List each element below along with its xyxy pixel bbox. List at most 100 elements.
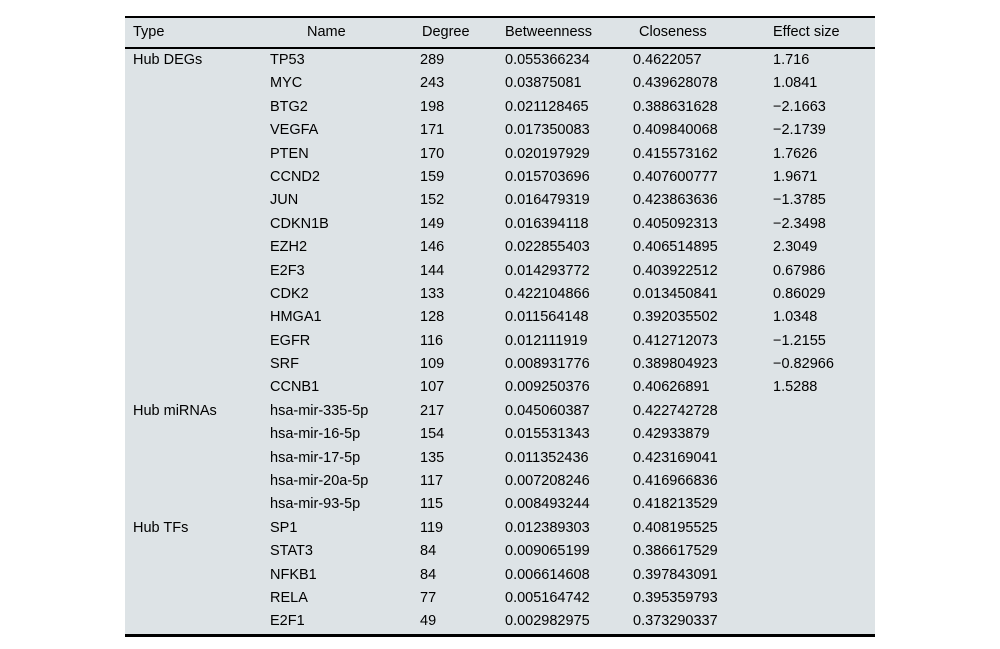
cell-name: hsa-mir-335-5p: [270, 402, 369, 419]
cell-effect-size: [773, 587, 875, 610]
cell-effect-size: 1.7626: [773, 145, 818, 162]
table-row: RELA 77 0.005164742 0.395359793: [125, 587, 875, 610]
table-row: HMGA1 128 0.011564148 0.392035502 1.0348: [125, 306, 875, 329]
table-header: Type Name Degree Betweenness Closeness E…: [125, 17, 875, 48]
cell-effect-size: −2.1739: [773, 122, 826, 139]
cell-name: SRF: [270, 356, 299, 373]
cell-closeness: 0.439628078: [633, 75, 718, 92]
cell-betweenness: 0.020197929: [505, 145, 590, 162]
cell-effect-size: [773, 470, 875, 493]
cell-name: STAT3: [270, 543, 313, 560]
cell-effect-size: 0.67986: [773, 262, 826, 279]
cell-effect-size: 1.0348: [773, 309, 818, 326]
cell-name: NFKB1: [270, 566, 317, 583]
cell-name: hsa-mir-16-5p: [270, 426, 361, 443]
column-header-degree: Degree: [422, 24, 470, 40]
cell-closeness: 0.397843091: [633, 566, 718, 583]
cell-degree: 149: [420, 215, 445, 232]
cell-effect-size: 2.3049: [773, 239, 818, 256]
table-row: STAT3 84 0.009065199 0.386617529: [125, 540, 875, 563]
cell-closeness: 0.013450841: [633, 285, 718, 302]
cell-betweenness: 0.016394118: [505, 215, 589, 232]
row-group-label: Hub miRNAs: [133, 402, 217, 419]
cell-betweenness: 0.002982975: [505, 613, 590, 630]
cell-closeness: 0.40626891: [633, 379, 710, 396]
cell-degree: 152: [420, 192, 445, 209]
cell-effect-size: −1.2155: [773, 332, 826, 349]
cell-name: EZH2: [270, 239, 308, 256]
table-row: EZH2 146 0.022855403 0.406514895 2.3049: [125, 236, 875, 259]
table-row: EGFR 116 0.012111919 0.412712073 −1.2155: [125, 330, 875, 353]
cell-closeness: 0.403922512: [633, 262, 718, 279]
cell-name: RELA: [270, 589, 308, 606]
cell-degree: 171: [420, 122, 445, 139]
cell-betweenness: 0.007208246: [505, 473, 590, 490]
cell-closeness: 0.408195525: [633, 519, 718, 536]
cell-effect-size: [773, 610, 875, 635]
cell-degree: 198: [420, 98, 445, 115]
cell-name: EGFR: [270, 332, 311, 349]
table-row: CDK2 133 0.422104866 0.013450841 0.86029: [125, 283, 875, 306]
cell-effect-size: 1.5288: [773, 379, 818, 396]
table-row: MYC 243 0.03875081 0.439628078 1.0841: [125, 72, 875, 95]
table-body: Hub DEGs TP53 289 0.055366234 0.4622057 1.716…: [125, 48, 875, 635]
cell-degree: 77: [420, 589, 437, 606]
cell-closeness: 0.423169041: [633, 449, 718, 466]
cell-degree: 154: [420, 426, 445, 443]
table-row: E2F3 144 0.014293772 0.403922512 0.67986: [125, 260, 875, 283]
cell-closeness: 0.4622057: [633, 52, 702, 68]
table-row: PTEN 170 0.020197929 0.415573162 1.7626: [125, 143, 875, 166]
cell-name: E2F1: [270, 613, 305, 630]
cell-effect-size: −1.3785: [773, 192, 826, 209]
cell-degree: 146: [420, 239, 445, 256]
cell-betweenness: 0.055366234: [505, 52, 590, 68]
cell-name: E2F3: [270, 262, 305, 279]
hub-nodes-table: Type Name Degree Betweenness Closeness E…: [125, 16, 875, 637]
cell-closeness: 0.418213529: [633, 496, 718, 513]
cell-effect-size: [773, 540, 875, 563]
cell-betweenness: 0.009065199: [505, 543, 590, 560]
table-row: Hub DEGs TP53 289 0.055366234 0.4622057 1.716: [125, 48, 875, 72]
cell-closeness: 0.412712073: [633, 332, 718, 349]
cell-degree: 109: [420, 356, 445, 373]
table-row: E2F1 49 0.002982975 0.373290337: [125, 610, 875, 635]
cell-betweenness: 0.011352436: [505, 449, 589, 466]
cell-effect-size: 0.86029: [773, 285, 826, 302]
cell-effect-size: [773, 493, 875, 516]
cell-name: CCND2: [270, 168, 320, 185]
cell-betweenness: 0.03875081: [505, 75, 582, 92]
cell-closeness: 0.415573162: [633, 145, 718, 162]
table-row: BTG2 198 0.021128465 0.388631628 −2.1663: [125, 96, 875, 119]
cell-degree: 133: [420, 285, 445, 302]
cell-degree: 117: [420, 473, 444, 490]
table-row: CCNB1 107 0.009250376 0.40626891 1.5288: [125, 376, 875, 399]
cell-closeness: 0.406514895: [633, 239, 718, 256]
cell-name: hsa-mir-17-5p: [270, 449, 361, 466]
cell-betweenness: 0.016479319: [505, 192, 590, 209]
cell-name: SP1: [270, 519, 298, 536]
cell-betweenness: 0.045060387: [505, 402, 590, 419]
cell-closeness: 0.409840068: [633, 122, 718, 139]
cell-degree: 84: [420, 543, 437, 560]
cell-degree: 84: [420, 566, 437, 583]
cell-closeness: 0.423863636: [633, 192, 718, 209]
column-header-type: Type: [133, 24, 165, 40]
cell-closeness: 0.405092313: [633, 215, 718, 232]
column-header-betweenness: Betweenness: [505, 24, 593, 40]
cell-name: TP53: [270, 52, 305, 68]
table-row: Hub TFs SP1 119 0.012389303 0.408195525: [125, 517, 875, 540]
cell-betweenness: 0.008493244: [505, 496, 590, 513]
cell-betweenness: 0.015531343: [505, 426, 590, 443]
cell-closeness: 0.407600777: [633, 168, 718, 185]
cell-closeness: 0.386617529: [633, 543, 718, 560]
cell-betweenness: 0.006614608: [505, 566, 590, 583]
cell-name: CDKN1B: [270, 215, 329, 232]
cell-effect-size: −2.1663: [773, 98, 826, 115]
cell-degree: 144: [420, 262, 445, 279]
cell-closeness: 0.389804923: [633, 356, 718, 373]
cell-betweenness: 0.008931776: [505, 356, 590, 373]
cell-degree: 116: [420, 332, 444, 349]
cell-name: hsa-mir-93-5p: [270, 496, 361, 513]
cell-degree: 243: [420, 75, 445, 92]
cell-degree: 128: [420, 309, 445, 326]
